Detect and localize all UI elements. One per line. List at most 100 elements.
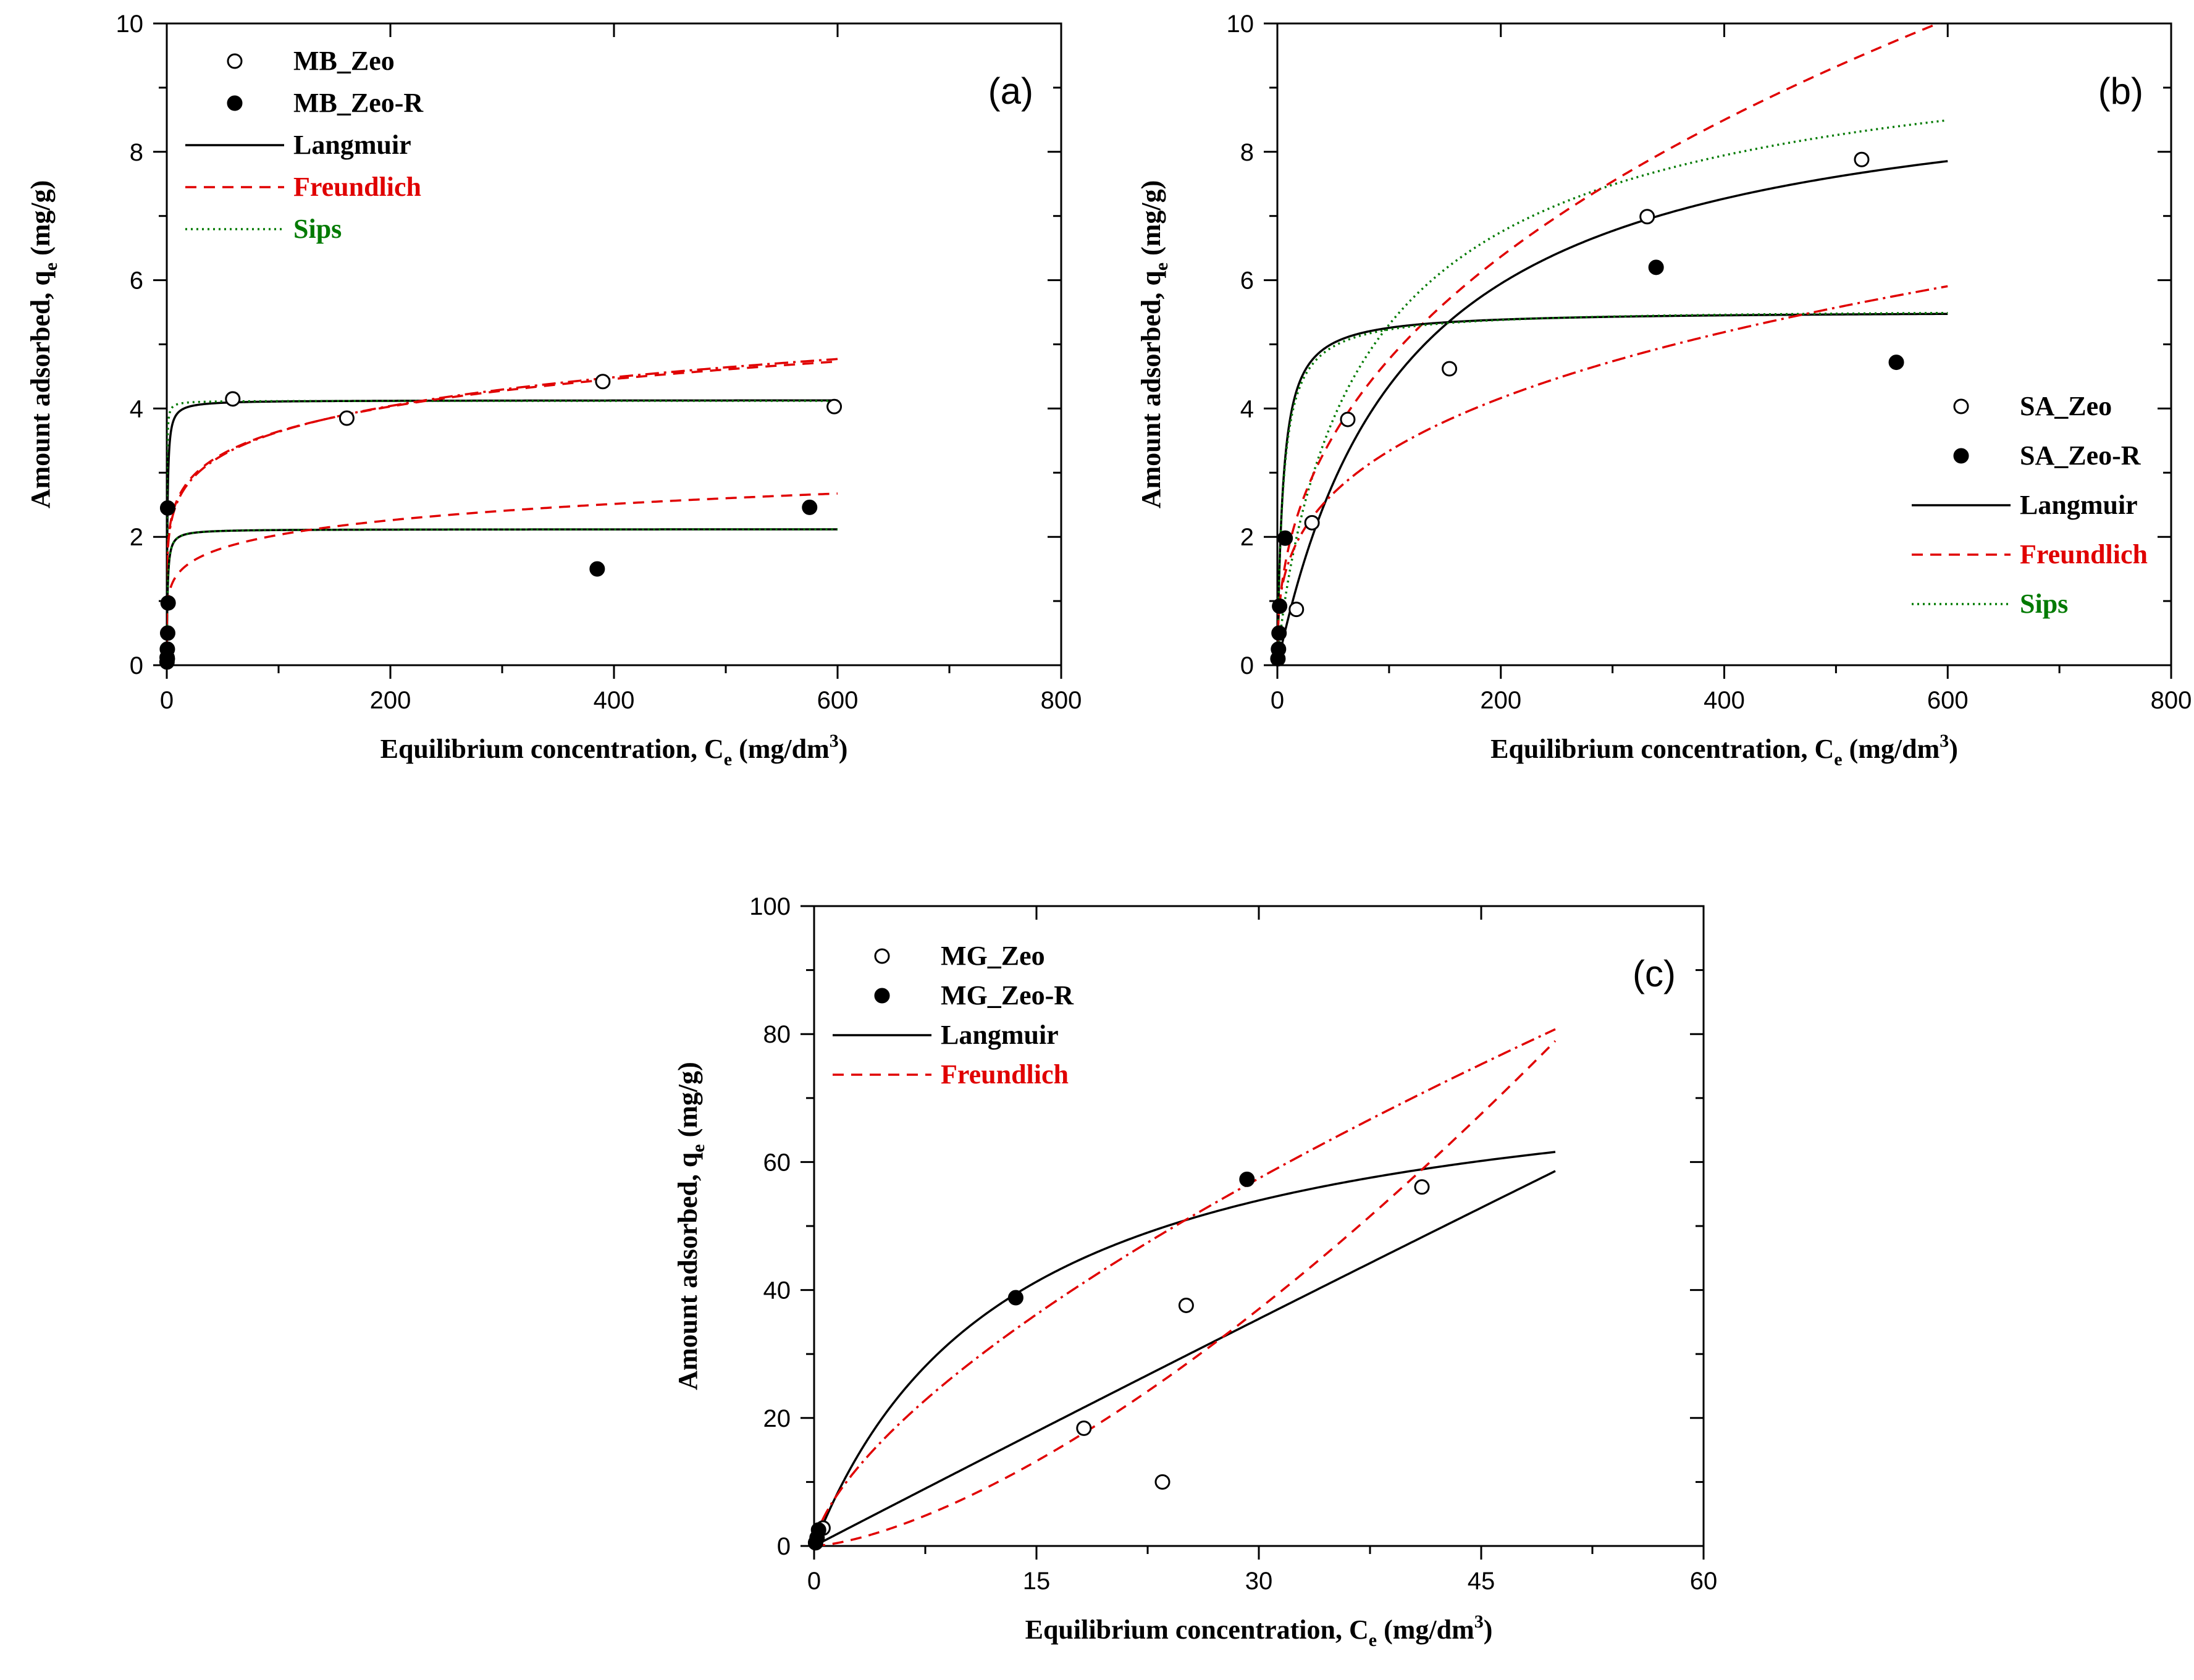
legend-label: SA_Zeo — [2020, 391, 2112, 421]
legend-item: Langmuir — [1912, 490, 2138, 520]
x-tick-label: 600 — [817, 687, 859, 714]
y-tick-label: 4 — [130, 395, 143, 422]
fit-curve-langmuir — [1277, 160, 1948, 665]
legend-item: Freundlich — [185, 172, 421, 202]
fit-curves — [1277, 23, 1948, 665]
y-tick-label: 60 — [763, 1149, 791, 1176]
data-point-sa-zeo — [1288, 602, 1305, 618]
legend-label: MB_Zeo-R — [293, 88, 424, 118]
data-point-mb-zeo-r — [159, 500, 175, 516]
legend-item: MG_Zeo — [874, 941, 1045, 971]
x-tick-label: 400 — [1704, 687, 1745, 714]
legend-item: Sips — [185, 214, 342, 244]
legend-item: Freundlich — [1912, 539, 2148, 569]
legend-item: MB_Zeo-R — [227, 88, 424, 118]
data-point-mb-zeo-r — [159, 641, 175, 657]
legend-marker-icon — [1953, 398, 1969, 414]
legend-label: SA_Zeo-R — [2020, 440, 2141, 471]
x-tick-label: 800 — [1041, 687, 1082, 714]
chart-panel-2: 0 200 400 600 800 0 2 4 6 8 10 Equilibrium concentr… — [1136, 10, 2192, 770]
data-point-sa-zeo-r — [1271, 625, 1287, 641]
y-axis-title-sub: e — [1151, 262, 1172, 271]
legend-label: Sips — [293, 214, 342, 244]
x-axis-title-sup: 3 — [830, 731, 839, 751]
fit-curve-freundlich — [1277, 23, 1941, 663]
data-point-sa-zeo — [1854, 151, 1870, 167]
legend-marker-icon — [227, 95, 243, 111]
legend-item: SA_Zeo — [1953, 391, 2112, 421]
y-tick-label: 2 — [1240, 524, 1254, 551]
y-tick-label: 8 — [130, 139, 143, 166]
x-axis-title-sub: e — [1369, 1630, 1377, 1650]
data-point-sa-zeo — [1340, 411, 1356, 427]
y-axis-title-unit: (mg/g) — [1136, 180, 1166, 262]
x-tick-label: 400 — [594, 687, 635, 714]
data-point-sa-zeo-r — [1272, 598, 1288, 614]
fit-curve-sips — [167, 528, 838, 665]
y-tick-label: 20 — [763, 1405, 791, 1432]
legend-label: Freundlich — [2020, 539, 2148, 569]
y-axis-title: Amount adsorbed, qe (mg/g) — [673, 1062, 708, 1390]
x-axis-title-sup: 3 — [1940, 731, 1949, 751]
y-axis-title-unit: (mg/g) — [673, 1062, 703, 1144]
fit-curve-freundlich — [814, 1028, 1556, 1546]
x-tick-label: 0 — [1271, 687, 1284, 714]
y-tick-label: 40 — [763, 1277, 791, 1304]
data-point-mb-zeo — [338, 410, 355, 426]
x-tick-label: 0 — [807, 1568, 821, 1595]
y-axis-title-main: Amount adsorbed, q — [1136, 271, 1166, 509]
fit-curve-langmuir — [167, 528, 838, 665]
legend-item: MB_Zeo — [227, 46, 395, 76]
legend-marker-icon — [874, 988, 890, 1004]
legend: MG_Zeo MG_Zeo-R Langmuir Freundlich — [833, 941, 1074, 1090]
x-axis-title-unit: (mg/dm — [732, 734, 830, 764]
y-axis-title-sub: e — [688, 1144, 708, 1152]
legend-label: Freundlich — [941, 1059, 1069, 1090]
x-tick-label: 15 — [1023, 1568, 1051, 1595]
fit-curve-langmuir — [814, 1151, 1556, 1546]
data-point-mb-zeo-r — [589, 561, 605, 577]
y-tick-label: 10 — [116, 10, 144, 38]
x-tick-label: 0 — [160, 687, 174, 714]
y-tick-label: 0 — [130, 652, 143, 679]
legend-item: MG_Zeo-R — [874, 980, 1074, 1010]
x-axis-title-main: Equilibrium concentration, C — [1490, 734, 1834, 764]
y-axis-title: Amount adsorbed, qe (mg/g) — [25, 180, 61, 509]
panel-label: (c) — [1633, 953, 1676, 994]
legend-label: Sips — [2020, 589, 2068, 619]
fit-curve-langmuir — [814, 1170, 1556, 1546]
legend-label: Langmuir — [293, 130, 411, 160]
y-axis-title-sub: e — [41, 262, 61, 271]
x-tick-label: 800 — [2151, 687, 2192, 714]
legend-item: Langmuir — [833, 1020, 1059, 1050]
legend-label: Langmuir — [2020, 490, 2138, 520]
x-axis-title-end: ) — [839, 734, 848, 764]
data-point-mg-zeo — [1178, 1297, 1194, 1313]
legend-marker-icon — [1953, 448, 1969, 464]
legend-label: MG_Zeo-R — [941, 980, 1074, 1010]
data-point-sa-zeo-r — [1271, 641, 1287, 657]
data-point-sa-zeo-r — [1888, 355, 1904, 371]
x-tick-label: 200 — [1480, 687, 1521, 714]
y-axis-title: Amount adsorbed, qe (mg/g) — [1136, 180, 1172, 509]
data-point-sa-zeo-r — [1648, 259, 1664, 275]
data-point-mg-zeo — [1154, 1474, 1171, 1490]
legend-marker-icon — [227, 53, 243, 69]
data-point-sa-zeo — [1442, 361, 1458, 377]
panel-label: (b) — [2098, 70, 2143, 112]
fit-curve-freundlich — [167, 492, 838, 644]
y-tick-label: 6 — [130, 267, 143, 295]
data-point-mg-zeo — [1076, 1420, 1092, 1436]
data-point-sa-zeo — [1639, 209, 1655, 225]
y-tick-label: 6 — [1240, 267, 1254, 295]
fit-curve-freundlich — [167, 358, 838, 624]
x-axis-title: Equilibrium concentration, Ce (mg/dm3) — [1025, 1611, 1493, 1650]
y-axis-title-main: Amount adsorbed, q — [673, 1152, 703, 1390]
y-tick-label: 80 — [763, 1021, 791, 1048]
data-point-mb-zeo-r — [160, 595, 176, 611]
x-axis-title-end: ) — [1949, 734, 1958, 764]
x-tick-label: 200 — [370, 687, 411, 714]
fit-curves — [167, 358, 838, 665]
fit-curves — [814, 1028, 1557, 1546]
